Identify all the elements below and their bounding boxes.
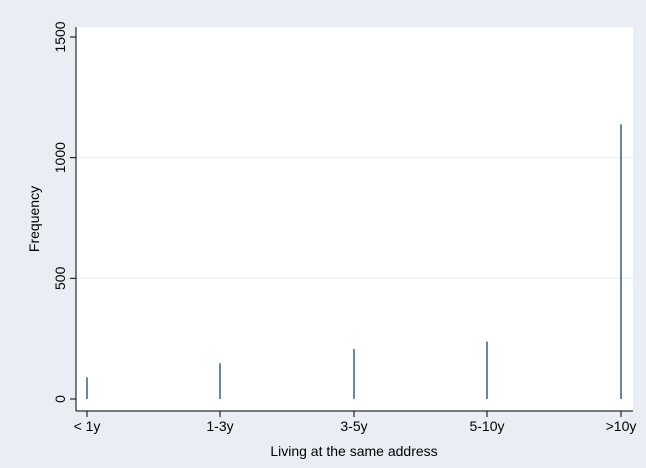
y-axis-title: Frequency — [26, 186, 42, 252]
spikes — [86, 124, 622, 399]
x-tick-label-3: 3-5y — [340, 418, 367, 434]
y-tick-label-0: 0 — [52, 395, 68, 403]
plot-area — [76, 27, 633, 411]
x-axis-title: Living at the same address — [270, 443, 437, 459]
y-tick-label-500: 500 — [52, 266, 68, 290]
x-ticks: < 1y 1-3y 3-5y 5-10y >10y — [74, 411, 637, 434]
gridlines — [76, 157, 633, 279]
x-tick-label-1: < 1y — [74, 418, 101, 434]
y-ticks: 0 500 1000 1500 — [52, 21, 76, 403]
y-tick-label-1000: 1000 — [52, 142, 68, 173]
x-tick-label-2: 1-3y — [206, 418, 233, 434]
x-tick-label-4: 5-10y — [469, 418, 504, 434]
x-tick-label-5: >10y — [606, 418, 637, 434]
y-tick-label-1500: 1500 — [52, 21, 68, 52]
